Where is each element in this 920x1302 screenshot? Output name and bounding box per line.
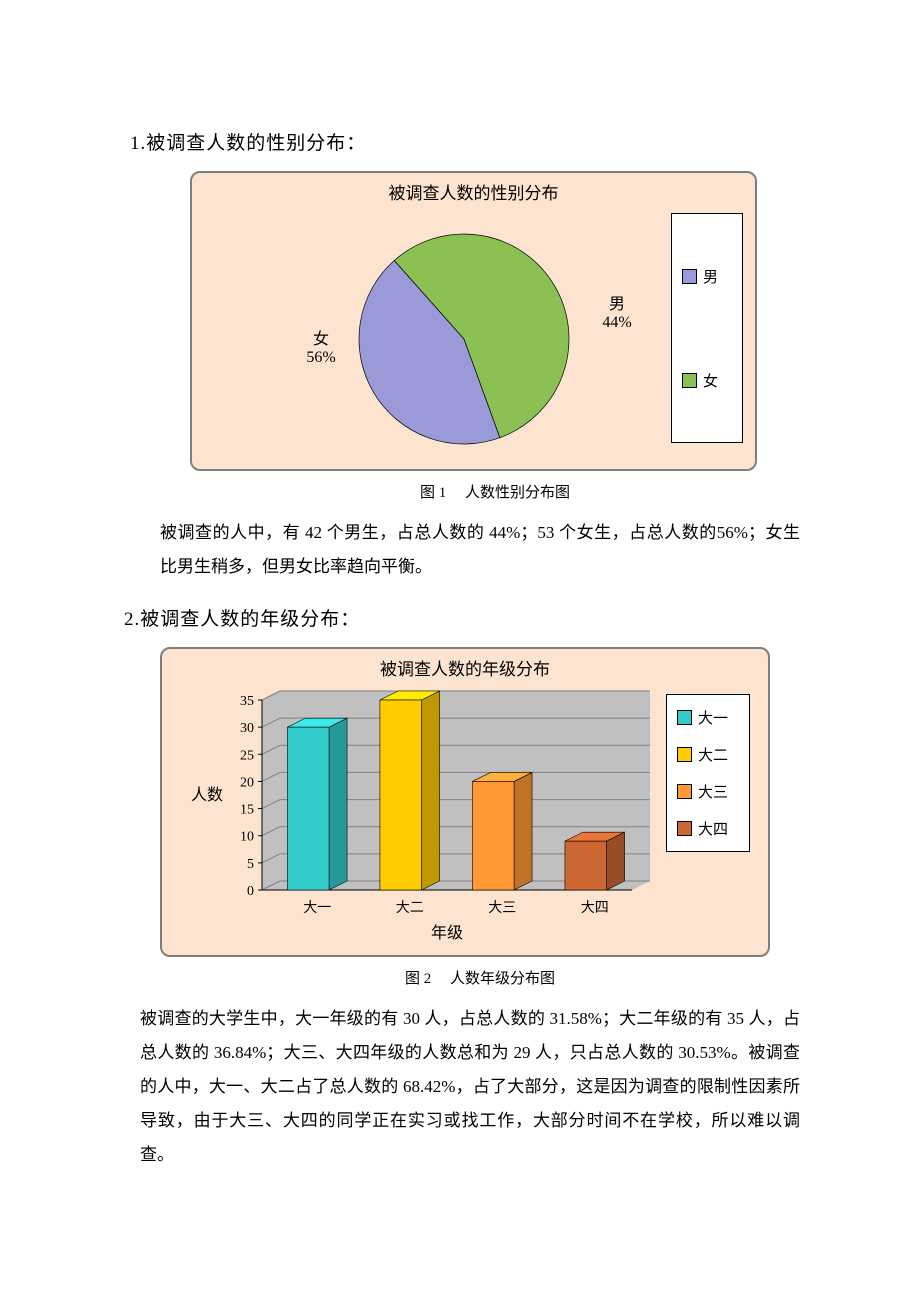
pie-legend-item: 女 xyxy=(682,370,732,391)
pie-label-female: 女 xyxy=(312,329,328,348)
pie-percent-female: 56% xyxy=(306,349,335,366)
pie-chart-frame: 被调查人数的性别分布 男44%女56% 男女 xyxy=(190,171,757,471)
y-tick-label: 25 xyxy=(240,748,254,763)
pie-chart-title: 被调查人数的性别分布 xyxy=(192,173,755,204)
y-tick-label: 35 xyxy=(240,694,254,709)
x-axis-label: 年级 xyxy=(431,924,463,942)
pie-legend: 男女 xyxy=(671,213,743,443)
bar-大二 xyxy=(380,700,422,890)
y-tick-label: 15 xyxy=(240,803,254,818)
bar-chart-frame: 被调查人数的年级分布 05101520253035大一大二大三大四人数年级 大一… xyxy=(160,647,770,957)
section2-body: 被调查的大学生中，大一年级的有 30 人，占总人数的 31.58%；大二年级的有… xyxy=(140,1002,800,1172)
x-tick-label: 大二 xyxy=(396,900,424,916)
figure2-caption: 图 2 人数年级分布图 xyxy=(160,967,800,988)
pie-label-male: 男 xyxy=(608,296,624,313)
y-tick-label: 0 xyxy=(247,884,254,899)
bar-legend-item: 大二 xyxy=(677,744,739,765)
x-tick-label: 大四 xyxy=(581,900,609,916)
pie-chart: 男44% 女56% xyxy=(264,204,684,464)
legend-swatch xyxy=(682,269,697,284)
pie-legend-item: 男 xyxy=(682,266,732,287)
x-tick-label: 大三 xyxy=(488,900,516,916)
section2-heading: 2.被调查人数的年级分布： xyxy=(124,604,800,631)
bar-大三 xyxy=(472,781,514,890)
bar-legend-item: 大一 xyxy=(677,707,739,728)
y-tick-label: 10 xyxy=(240,830,254,845)
legend-swatch xyxy=(677,821,692,836)
section1-body: 被调查的人中，有 42 个男生，占总人数的 44%；53 个女生，占总人数的56… xyxy=(160,516,800,584)
legend-swatch xyxy=(682,373,697,388)
y-tick-label: 30 xyxy=(240,721,254,736)
legend-label: 男 xyxy=(703,266,718,287)
legend-label: 大二 xyxy=(698,744,728,765)
bar-legend-item: 大三 xyxy=(677,781,739,802)
legend-label: 女 xyxy=(703,370,718,391)
bar-chart-title: 被调查人数的年级分布 xyxy=(162,649,768,680)
x-tick-label: 大一 xyxy=(303,900,331,916)
legend-swatch xyxy=(677,784,692,799)
legend-label: 大三 xyxy=(698,781,728,802)
y-tick-label: 20 xyxy=(240,775,254,790)
figure1-caption: 图 1 人数性别分布图 xyxy=(190,481,800,502)
bar-legend-item: 大四 xyxy=(677,818,739,839)
legend-swatch xyxy=(677,710,692,725)
section1-heading: 1.被调查人数的性别分布： xyxy=(130,128,800,155)
document-page: 1.被调查人数的性别分布： 被调查人数的性别分布 男44%女56% 男女 图 1… xyxy=(0,0,920,1252)
legend-label: 大四 xyxy=(698,818,728,839)
bar-legend: 大一大二大三大四 xyxy=(666,694,750,852)
legend-swatch xyxy=(677,747,692,762)
pie-percent-male: 44% xyxy=(602,314,631,331)
bar-大一 xyxy=(287,727,329,890)
y-tick-label: 5 xyxy=(247,857,254,872)
y-axis-label: 人数 xyxy=(191,786,223,804)
legend-label: 大一 xyxy=(698,707,728,728)
bar-大四 xyxy=(565,841,607,890)
